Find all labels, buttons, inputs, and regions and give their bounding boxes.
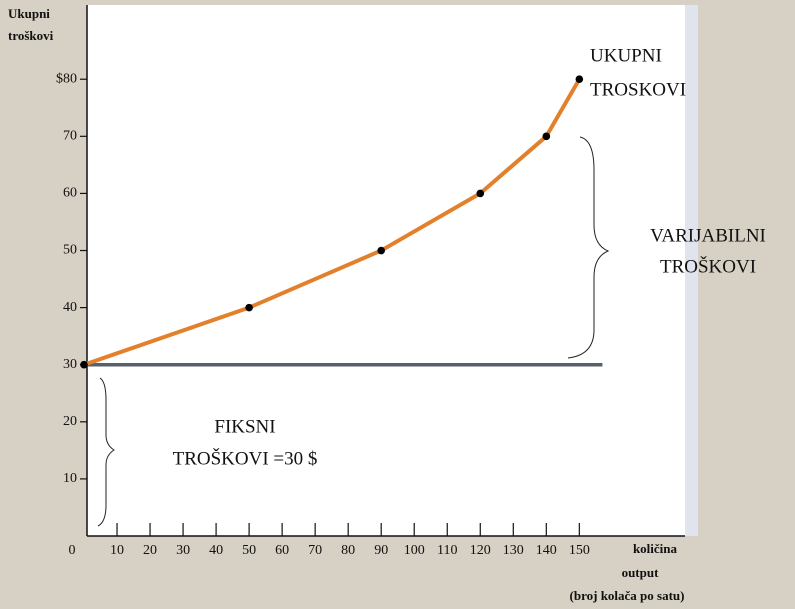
- x-tick-label: 90: [374, 543, 388, 558]
- x-tick-label: 80: [341, 543, 355, 558]
- x-tick-label: 110: [437, 543, 457, 558]
- annotation: FIKSNI: [214, 416, 275, 437]
- x-axis-label: (broj kolača po satu): [570, 588, 685, 603]
- point: [542, 132, 551, 141]
- x-tick-label: 120: [470, 543, 491, 558]
- y-tick-label: 40: [63, 300, 77, 315]
- annotation: TROŠKOVI =30 $: [173, 447, 318, 469]
- annotation: TROŠKOVI: [660, 255, 756, 277]
- annotation: VARIJABILNI: [650, 225, 766, 246]
- y-tick-label: 30: [63, 357, 77, 372]
- x-tick-label: 100: [404, 543, 425, 558]
- y-tick-label: 70: [63, 129, 77, 144]
- annotation: TROSKOVI: [590, 79, 686, 100]
- line: [83, 78, 582, 367]
- x-tick-label: 50: [242, 543, 256, 558]
- x-tick-label: 0: [69, 543, 76, 558]
- plot-area: [87, 5, 685, 536]
- point: [80, 360, 88, 369]
- point: [245, 303, 253, 312]
- annotation: UKUPNI: [590, 45, 662, 66]
- x-tick-label: 60: [275, 543, 289, 558]
- variable-brace: [567, 136, 610, 359]
- x-tick-label: 140: [536, 543, 557, 558]
- y-tick-label: $80: [56, 71, 77, 86]
- plot-edge: [685, 5, 698, 536]
- y-axis-label: Ukupni: [8, 6, 50, 21]
- y-tick-label: 20: [63, 414, 77, 429]
- y-tick-label: 10: [63, 471, 77, 486]
- x-tick-label: 70: [308, 543, 322, 558]
- fixed-brace: [97, 377, 115, 527]
- x-tick-label: 30: [176, 543, 190, 558]
- point: [377, 246, 385, 255]
- y-axis-label: troškovi: [8, 28, 54, 43]
- y-tick-label: 60: [63, 186, 77, 201]
- x-tick-label: 130: [503, 543, 524, 558]
- x-tick-label: 150: [569, 543, 590, 558]
- x-tick-label: 10: [110, 543, 124, 558]
- x-axis-label: količina: [633, 541, 678, 556]
- point: [575, 75, 584, 84]
- y-tick-label: 50: [63, 243, 77, 258]
- x-tick-label: 40: [209, 543, 223, 558]
- x-axis-label: output: [622, 565, 660, 580]
- point: [476, 189, 485, 198]
- x-tick-label: 20: [143, 543, 157, 558]
